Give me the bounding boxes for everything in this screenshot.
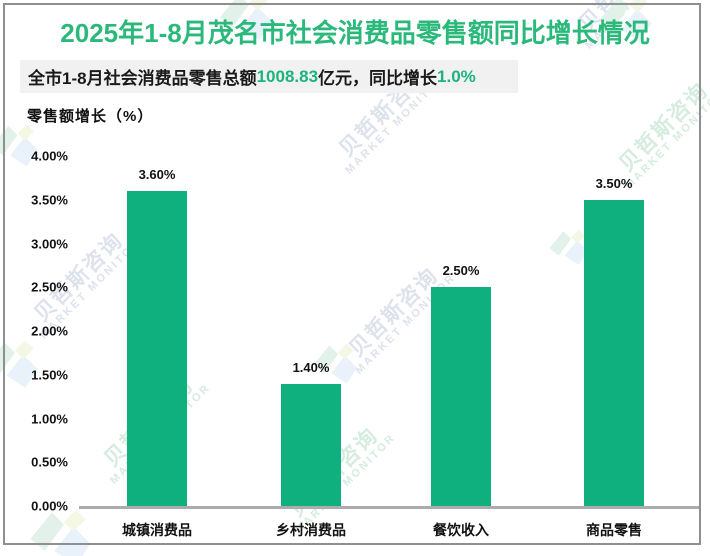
subtitle-total-value: 1008.83 [256,66,319,86]
x-axis-line [79,506,701,509]
category-label: 乡村消费品 [276,522,346,538]
bar-商品零售 [584,199,644,506]
y-tick-label: 3.50% [31,192,68,208]
bar-value-label: 1.40% [292,359,330,375]
brand-logo-icon [28,498,100,556]
y-tick-label: 0.00% [31,498,68,514]
y-tick-label: 1.50% [31,367,68,383]
bar-城镇消费品 [127,191,187,506]
y-tick-label: 2.00% [31,323,68,339]
y-tick-label: 4.00% [31,148,68,164]
bar-value-label: 3.60% [138,167,176,182]
chart-title: 2025年1-8月茂名市社会消费品零售额同比增长情况 [60,18,650,48]
bar-value-label: 2.50% [442,263,480,279]
bar-乡村消费品 [281,383,341,506]
category-label: 餐饮收入 [433,522,489,538]
subtitle-mid: 亿元，同比增长 [318,69,438,88]
subtitle-prefix: 全市1-8月社会消费品零售总额 [28,69,257,88]
y-tick-label: 2.50% [31,279,68,295]
subtitle-growth-value: 1.0% [437,66,476,86]
category-label: 城镇消费品 [122,522,192,538]
category-label: 商品零售 [586,522,642,538]
brand-logo-icon [218,0,280,49]
brand-logo-icon [312,335,364,392]
y-tick-label: 3.00% [31,236,68,251]
brand-logo-icon [548,222,594,273]
y-tick-label: 1.00% [31,411,68,426]
y-tick-label: 0.50% [31,454,68,470]
bar-value-label: 3.50% [595,175,633,191]
bar-餐饮收入 [431,287,491,506]
y-axis-title: 零售额增长（%） [27,108,154,125]
subtitle-bar: 全市1-8月社会消费品零售总额 1008.83 亿元，同比增长 1.0% [20,60,518,93]
